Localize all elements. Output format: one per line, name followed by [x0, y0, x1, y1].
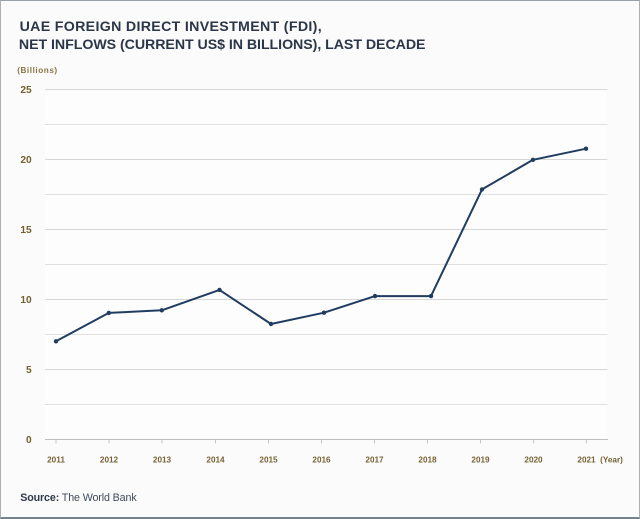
- svg-text:2016: 2016: [312, 455, 331, 464]
- svg-text:2015: 2015: [259, 455, 278, 464]
- svg-text:NET INFLOWS (CURRENT US$ IN BI: NET INFLOWS (CURRENT US$ IN BILLIONS), L…: [19, 37, 426, 53]
- svg-text:0: 0: [26, 435, 32, 446]
- svg-text:2018: 2018: [418, 455, 437, 464]
- svg-text:15: 15: [20, 225, 32, 236]
- svg-text:2020: 2020: [524, 455, 543, 464]
- svg-text:(Billions): (Billions): [17, 66, 58, 75]
- svg-text:25: 25: [20, 85, 32, 96]
- svg-text:2014: 2014: [206, 455, 225, 464]
- svg-text:10: 10: [20, 295, 32, 306]
- svg-text:2012: 2012: [100, 455, 119, 464]
- svg-text:2011: 2011: [47, 455, 65, 464]
- svg-text:2017: 2017: [365, 455, 384, 464]
- svg-text:2019: 2019: [471, 455, 490, 464]
- svg-text:Source: The World Bank: Source: The World Bank: [20, 492, 137, 504]
- svg-text:UAE FOREIGN DIRECT INVESTMENT: UAE FOREIGN DIRECT INVESTMENT (FDI),: [20, 19, 322, 35]
- svg-text:2013: 2013: [153, 455, 172, 464]
- svg-text:5: 5: [26, 365, 32, 376]
- svg-text:(Year): (Year): [600, 455, 623, 464]
- svg-text:2021: 2021: [577, 455, 596, 464]
- svg-text:20: 20: [20, 155, 32, 166]
